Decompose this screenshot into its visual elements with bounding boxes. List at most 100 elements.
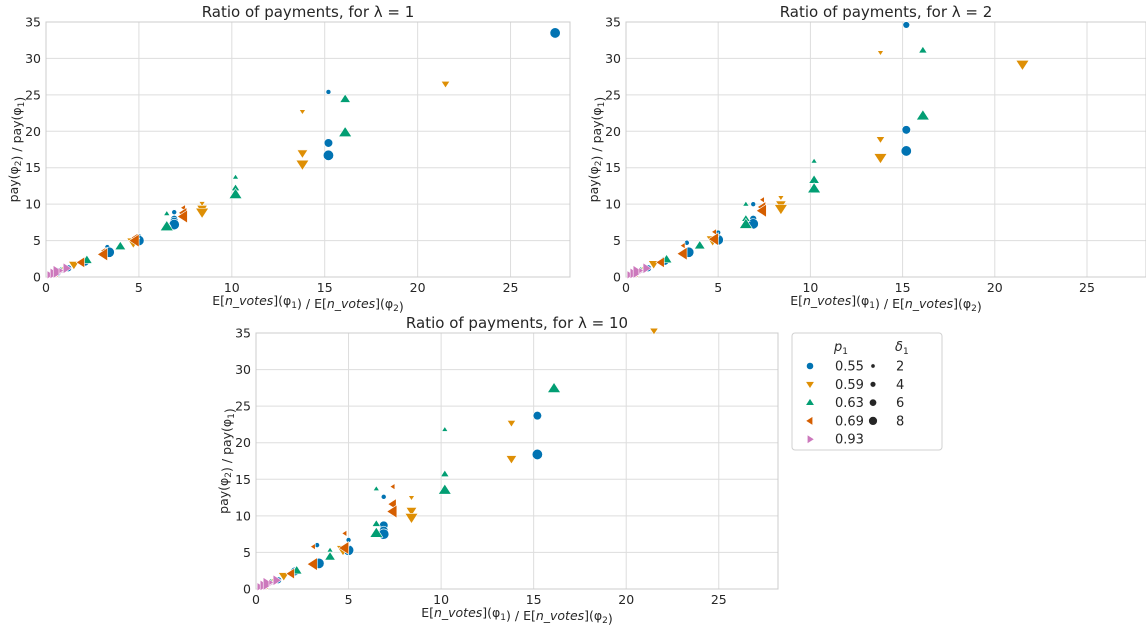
data-point [306,557,318,572]
legend-size-title-sub: 1 [903,347,909,357]
data-point [404,513,419,525]
chart-title: Ratio of payments, for λ = 2 [780,3,993,21]
data-point [750,201,757,207]
chart-panel-1: 0 5 10 15 20 25 0 5 10 15 20 25 30 35 Ratio of payment… [6,3,571,314]
data-point [295,159,310,171]
data-point [693,240,706,250]
x-tick-label: 20 [410,280,426,295]
data-point [549,27,561,39]
y-tick-label: 10 [25,197,41,212]
data-point [407,495,416,502]
y-tick-label: 25 [25,87,41,102]
legend-hue-label: 0.69 [835,414,864,429]
data-point [96,247,108,262]
data-point [309,542,316,551]
x-axis-label: E[n_votes](φ1) / E[n_votes](φ2) [790,293,982,314]
y-axis-label-part: ) / pay(φ [219,419,234,472]
x-tick-label: 5 [135,280,143,295]
legend-size-label: 6 [896,396,904,411]
legend-hue-title-sub: 1 [842,347,848,357]
data-point [901,125,911,135]
data-point [441,426,449,432]
data-point [272,574,283,587]
legend-hue-entries: 0.55 0.59 0.63 0.69 0.93 [804,360,864,448]
data-point [338,126,353,137]
data-points [626,21,1030,280]
data-point [777,195,785,202]
x-tick-label: 5 [345,592,353,607]
x-axis-label-part: ) / E[ [875,296,905,311]
data-point [386,504,398,519]
y-axis-label-part: ) [592,97,607,102]
x-axis-label-part: n_votes [225,293,274,308]
data-point [773,204,788,216]
y-tick-label: 15 [605,160,621,175]
x-axis-label-part: n_votes [327,296,376,311]
x-axis-label-part: ) [399,299,404,314]
legend-marker-0.69 [805,415,813,426]
y-tick-label: 30 [605,51,621,66]
x-axis-label-part: ) / E[ [297,296,327,311]
x-tick-label: 25 [711,592,727,607]
data-point [62,262,73,275]
chart-title: Ratio of payments, for λ = 1 [202,3,415,21]
data-point [531,448,543,460]
data-point [655,256,665,269]
x-tick-label: 25 [1079,280,1095,295]
x-axis-label-part: 1 [869,301,875,311]
x-tick-label: 25 [503,280,519,295]
data-point [128,233,140,248]
y-tick-label: 35 [605,15,621,30]
data-point [876,50,885,57]
data-point [298,109,307,116]
y-axis-label-part: 1 [17,102,27,108]
x-axis-label: E[n_votes](φ1) / E[n_votes](φ2) [212,293,404,314]
y-axis-label-part: ) [12,97,27,102]
data-point [58,266,65,275]
plot-frame [255,332,779,590]
y-axis-label-part: pay(φ [6,166,21,202]
data-point [918,45,928,54]
data-point [198,201,206,207]
data-point [341,529,348,538]
x-axis-label-part: n_votes [434,605,483,620]
data-point [632,264,644,279]
legend-marker-0.63 [804,397,816,406]
y-axis-label-part: 2 [594,160,604,166]
chart-panel-2: 0 5 10 15 20 25 0 5 10 15 20 25 30 35 Ratio of payment… [586,3,1146,314]
data-point [195,207,210,219]
y-tick-label: 25 [605,87,621,102]
x-tick-label: 10 [224,280,240,295]
data-point [807,182,822,194]
plot-frame [45,21,571,278]
y-tick-label: 0 [243,582,251,597]
y-tick-label: 20 [235,435,251,450]
legend-size-marker-2 [870,363,876,369]
x-axis-label-part: ](φ [851,293,869,308]
y-tick-label: 35 [235,326,251,341]
y-tick-label: 15 [235,472,251,487]
data-point [176,209,188,224]
data-point [915,109,930,121]
x-axis-label: E[n_votes](φ1) / E[n_votes](φ2) [421,605,613,626]
data-point [296,149,309,159]
data-point [440,81,451,89]
x-tick-label: 10 [433,592,449,607]
y-axis-label: pay(φ2) / pay(φ1) [216,408,237,514]
x-tick-label: 5 [714,280,722,295]
data-point [277,572,290,582]
y-tick-label: 5 [613,233,621,248]
data-point [440,469,450,478]
y-axis-label: pay(φ2) / pay(φ1) [586,97,607,203]
data-point [405,507,418,517]
legend-hue-label: 0.55 [835,360,864,375]
x-axis-label-part: n_votes [536,608,585,623]
y-tick-label: 30 [235,362,251,377]
y-axis-label: pay(φ2) / pay(φ1) [6,97,27,203]
legend-size-label: 8 [896,414,904,429]
y-axis-label-part: 2 [14,160,24,166]
data-points [46,27,561,280]
data-point [369,526,384,538]
legend-size-label: 2 [896,360,904,375]
